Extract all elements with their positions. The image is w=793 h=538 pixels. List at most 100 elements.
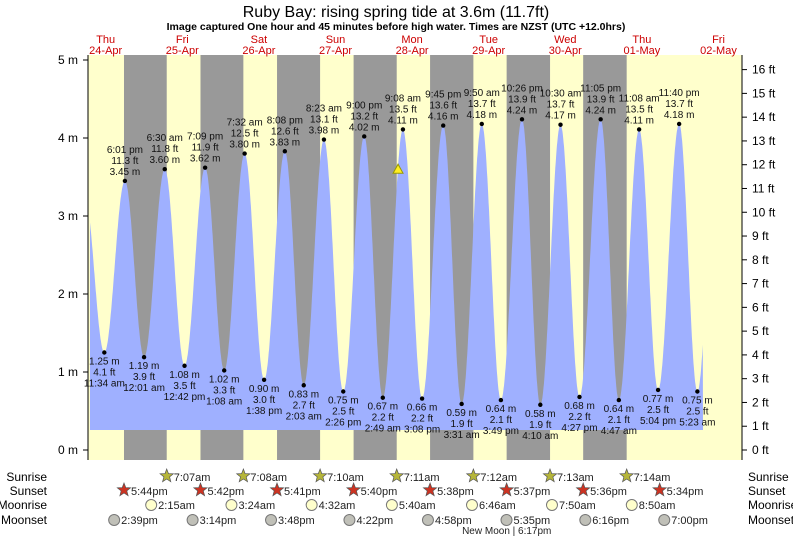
high-tide-point	[282, 149, 288, 154]
right-tick-label: 15 ft	[752, 86, 776, 100]
moonset-icon	[186, 514, 199, 526]
moonset-time: 4:22pm	[356, 515, 393, 527]
sunset-time: 5:37pm	[514, 486, 551, 498]
low-tide-label: 0.67 m	[368, 402, 399, 413]
date-label: 29-Apr	[472, 45, 505, 57]
low-tide-label: 0.64 m	[486, 404, 517, 415]
sunrise-time: 7:07am	[174, 472, 211, 484]
high-tide-label: 7:09 pm	[187, 132, 223, 143]
high-tide-label: 3.98 m	[309, 126, 340, 137]
moonset-icon	[265, 514, 278, 526]
right-tick-label: 3 ft	[752, 372, 769, 386]
low-tide-label: 3.5 ft	[173, 381, 195, 392]
moonset-icon	[108, 514, 121, 526]
day-label: Thu	[96, 34, 115, 46]
high-tide-point	[558, 122, 563, 127]
moonrise-time: 5:40am	[399, 500, 436, 512]
moonset-icon	[500, 514, 513, 526]
high-tide-label: 4.17 m	[545, 111, 576, 122]
high-tide-label: 9:50 am	[464, 88, 500, 99]
sunrise-time: 7:10am	[327, 472, 364, 484]
sunrise-icon	[465, 468, 481, 483]
low-tide-label: 0.90 m	[249, 384, 280, 395]
sunrise-icon	[312, 468, 328, 483]
high-tide-label: 13.7 ft	[547, 100, 575, 111]
low-tide-point	[498, 397, 504, 403]
moonset-time: 2:39pm	[121, 515, 158, 527]
right-tick-label: 11 ft	[752, 181, 775, 195]
high-tide-label: 13.7 ft	[468, 99, 496, 110]
moonrise-time: 4:32am	[319, 500, 356, 512]
low-tide-label: 0.64 m	[604, 404, 635, 415]
date-label: 30-Apr	[549, 45, 582, 57]
left-tick-label: 5 m	[58, 53, 78, 67]
left-tick-label: 4 m	[58, 131, 78, 145]
tide-area	[90, 119, 703, 431]
moonrise-icon	[305, 499, 318, 511]
high-tide-label: 6:01 pm	[107, 145, 143, 156]
high-tide-label: 9:08 am	[385, 93, 421, 104]
low-tide-point	[380, 395, 386, 400]
sunset-icon	[345, 482, 362, 497]
high-tide-label: 8:23 am	[306, 104, 342, 115]
chart-subtitle: Image captured One hour and 45 minutes b…	[167, 21, 626, 33]
low-tide-label: 4:27 pm	[561, 423, 597, 434]
current-tide-marker	[392, 163, 404, 174]
date-label: 27-Apr	[319, 45, 352, 57]
high-tide-label: 7:32 am	[227, 118, 263, 129]
high-tide-point	[122, 178, 128, 184]
low-tide-label: 12:01 am	[123, 383, 165, 394]
low-tide-label: 1.08 m	[169, 370, 200, 381]
right-tick-label: 10 ft	[752, 205, 776, 219]
low-tide-label: 3.0 ft	[253, 395, 275, 406]
left-tick-label: 0 m	[58, 443, 78, 457]
moonrise-icon	[625, 499, 638, 511]
high-tide-label: 13.9 ft	[587, 94, 615, 105]
sunrise-time: 7:12am	[480, 472, 517, 484]
high-tide-label: 4.24 m	[507, 105, 538, 116]
high-tide-label: 3.80 m	[229, 140, 260, 151]
left-tick-label: 2 m	[58, 287, 78, 301]
moonset-time: 3:14pm	[200, 515, 237, 527]
low-tide-label: 0.83 m	[288, 389, 319, 400]
sunrise-time: 7:08am	[250, 472, 287, 484]
day-label: Fri	[176, 34, 189, 46]
date-label: 24-Apr	[89, 45, 122, 57]
moonrise-icon	[145, 499, 158, 511]
day-label: Tue	[479, 34, 498, 46]
low-tide-point	[459, 401, 464, 407]
low-tide-point	[261, 377, 267, 382]
high-tide-label: 4.18 m	[664, 110, 695, 121]
sunset-icon	[499, 482, 515, 497]
day-label: Mon	[401, 34, 422, 46]
moonrise-time: 3:24am	[238, 500, 275, 512]
moonset-time: 4:58pm	[435, 515, 472, 527]
low-tide-label: 0.77 m	[643, 394, 674, 405]
high-tide-label: 12.5 ft	[231, 129, 259, 140]
right-tick-label: 0 ft	[752, 443, 769, 457]
high-tide-label: 13.5 ft	[389, 104, 417, 115]
low-tide-label: 2.1 ft	[608, 415, 630, 426]
high-tide-label: 4.02 m	[349, 122, 380, 133]
low-tide-label: 0.68 m	[564, 401, 595, 412]
low-tide-label: 1.02 m	[209, 374, 240, 385]
low-tide-label: 4:47 am	[601, 426, 637, 437]
moonset-icon	[579, 514, 592, 526]
low-tide-label: 2.5 ft	[332, 407, 354, 418]
low-tide-label: 2.2 ft	[568, 412, 590, 423]
high-tide-label: 11:05 pm	[580, 83, 621, 94]
high-tide-label: 13.7 ft	[665, 99, 693, 110]
low-tide-label: 2.7 ft	[293, 400, 315, 411]
right-tick-label: 13 ft	[752, 134, 776, 148]
high-tide-label: 3.62 m	[190, 154, 221, 165]
sunset-icon	[652, 482, 668, 497]
low-tide-label: 1.9 ft	[451, 419, 473, 430]
right-tick-label: 9 ft	[752, 229, 769, 243]
low-tide-point	[655, 387, 661, 393]
moonset-time: 5:35pm	[514, 515, 551, 527]
high-tide-label: 13.2 ft	[350, 111, 378, 122]
high-tide-point	[676, 121, 682, 127]
high-tide-point	[441, 123, 446, 128]
low-tide-label: 2:03 am	[286, 411, 322, 422]
